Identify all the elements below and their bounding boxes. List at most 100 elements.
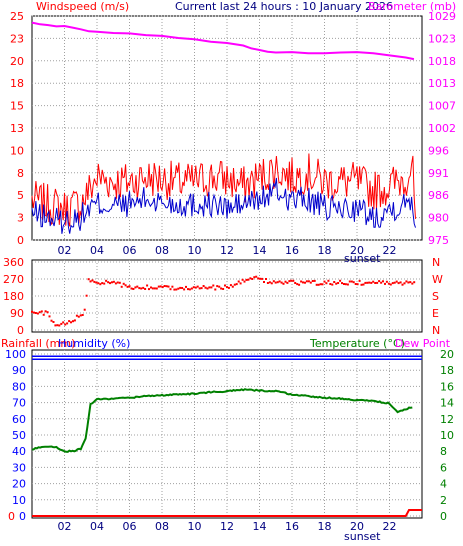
direction-point xyxy=(399,281,402,284)
x-tick-bottom: 14 xyxy=(253,520,267,533)
direction-point xyxy=(263,281,265,283)
direction-point xyxy=(54,324,57,327)
direction-point xyxy=(118,281,121,284)
direction-point xyxy=(72,320,74,323)
temp-y-tick: 8 xyxy=(440,445,447,458)
temp-y-tick: 10 xyxy=(440,429,454,442)
direction-point xyxy=(144,288,147,290)
direction-point xyxy=(198,287,201,290)
direction-point xyxy=(157,285,160,288)
direction-point xyxy=(265,278,267,280)
x-tick-top: 20 xyxy=(350,244,364,257)
x-tick-bottom: 10 xyxy=(188,520,202,533)
direction-point xyxy=(393,281,396,284)
direction-point xyxy=(155,287,158,290)
direction-point xyxy=(304,281,306,284)
direction-point xyxy=(202,285,205,287)
direction-point xyxy=(397,282,400,285)
x-tick-bottom: 06 xyxy=(123,520,137,533)
dir-compass-tick: N xyxy=(432,324,440,337)
direction-point xyxy=(305,280,308,283)
direction-point xyxy=(380,281,383,284)
direction-point xyxy=(239,282,242,285)
wind-y-tick: 5 xyxy=(17,189,24,202)
direction-point xyxy=(169,288,172,291)
x-tick-bottom: 02 xyxy=(58,520,72,533)
direction-point xyxy=(60,322,63,325)
direction-point xyxy=(294,282,297,284)
direction-point xyxy=(73,319,76,322)
direction-point xyxy=(374,282,377,284)
dir-y-tick: 360 xyxy=(3,256,24,269)
humidity-y-tick: 50 xyxy=(12,429,26,442)
wind-y-tick: 0 xyxy=(17,234,24,247)
direction-point xyxy=(81,314,84,316)
humidity-y-tick: 60 xyxy=(12,413,26,426)
x-tick-bottom: 12 xyxy=(220,520,234,533)
direction-point xyxy=(116,281,119,284)
temp-y-tick: 14 xyxy=(440,397,454,410)
direction-point xyxy=(48,315,51,318)
x-tick-bottom: 22 xyxy=(383,520,397,533)
wind-y-tick: 15 xyxy=(10,100,24,113)
direction-point xyxy=(362,283,365,286)
temp-y-tick: 2 xyxy=(440,494,447,507)
direction-point xyxy=(89,280,92,283)
wind-y-tick: 20 xyxy=(10,55,24,68)
direction-point xyxy=(208,286,211,289)
direction-point xyxy=(300,280,303,283)
direction-point xyxy=(66,322,69,325)
direction-point xyxy=(70,321,72,324)
direction-point xyxy=(224,284,226,287)
direction-point xyxy=(272,280,275,283)
direction-point xyxy=(128,285,131,288)
direction-point xyxy=(270,282,273,285)
humidity-y-tick: 70 xyxy=(12,397,26,410)
direction-point xyxy=(214,288,217,291)
dir-y-tick: 180 xyxy=(3,290,24,303)
direction-point xyxy=(358,279,361,282)
direction-point xyxy=(142,286,145,289)
direction-point xyxy=(75,314,78,317)
baro-y-tick: 1007 xyxy=(428,100,456,113)
direction-point xyxy=(153,287,156,290)
direction-point xyxy=(46,311,49,314)
direction-point xyxy=(173,288,176,291)
temperature-series-line xyxy=(31,388,413,453)
direction-point xyxy=(187,288,189,291)
direction-point xyxy=(329,283,332,285)
direction-point xyxy=(210,286,213,289)
direction-point xyxy=(376,281,379,284)
humidity-label: Humidity (%) xyxy=(58,337,130,350)
direction-point xyxy=(107,281,110,284)
baro-y-tick: 996 xyxy=(428,144,449,157)
wind-y-tick: 25 xyxy=(10,10,24,23)
direction-point xyxy=(52,321,55,323)
humidity-y-tick: 20 xyxy=(12,478,26,491)
direction-point xyxy=(192,286,195,289)
direction-point xyxy=(120,285,123,288)
humidity-y-tick: 0 xyxy=(19,510,26,523)
direction-point xyxy=(148,288,150,291)
direction-point xyxy=(227,286,230,289)
temp-y-tick: 0 xyxy=(440,510,447,523)
sunset-label-bottom: sunset xyxy=(344,530,381,542)
direction-point xyxy=(122,282,125,285)
direction-point xyxy=(97,282,100,285)
direction-point xyxy=(124,284,127,287)
direction-point xyxy=(212,284,215,287)
rain-zero-tick: 0 xyxy=(8,510,15,523)
direction-point xyxy=(245,278,248,281)
wind-y-tick: 23 xyxy=(10,32,24,45)
direction-point xyxy=(231,285,234,288)
humidity-y-tick: 10 xyxy=(12,494,26,507)
direction-point xyxy=(346,283,349,286)
x-tick-top: 10 xyxy=(188,244,202,257)
humidity-y-tick: 30 xyxy=(12,461,26,474)
direction-point xyxy=(132,288,135,290)
dir-y-tick: 90 xyxy=(10,307,24,320)
direction-point xyxy=(233,283,236,286)
direction-point xyxy=(138,287,141,290)
direction-point xyxy=(188,288,191,291)
